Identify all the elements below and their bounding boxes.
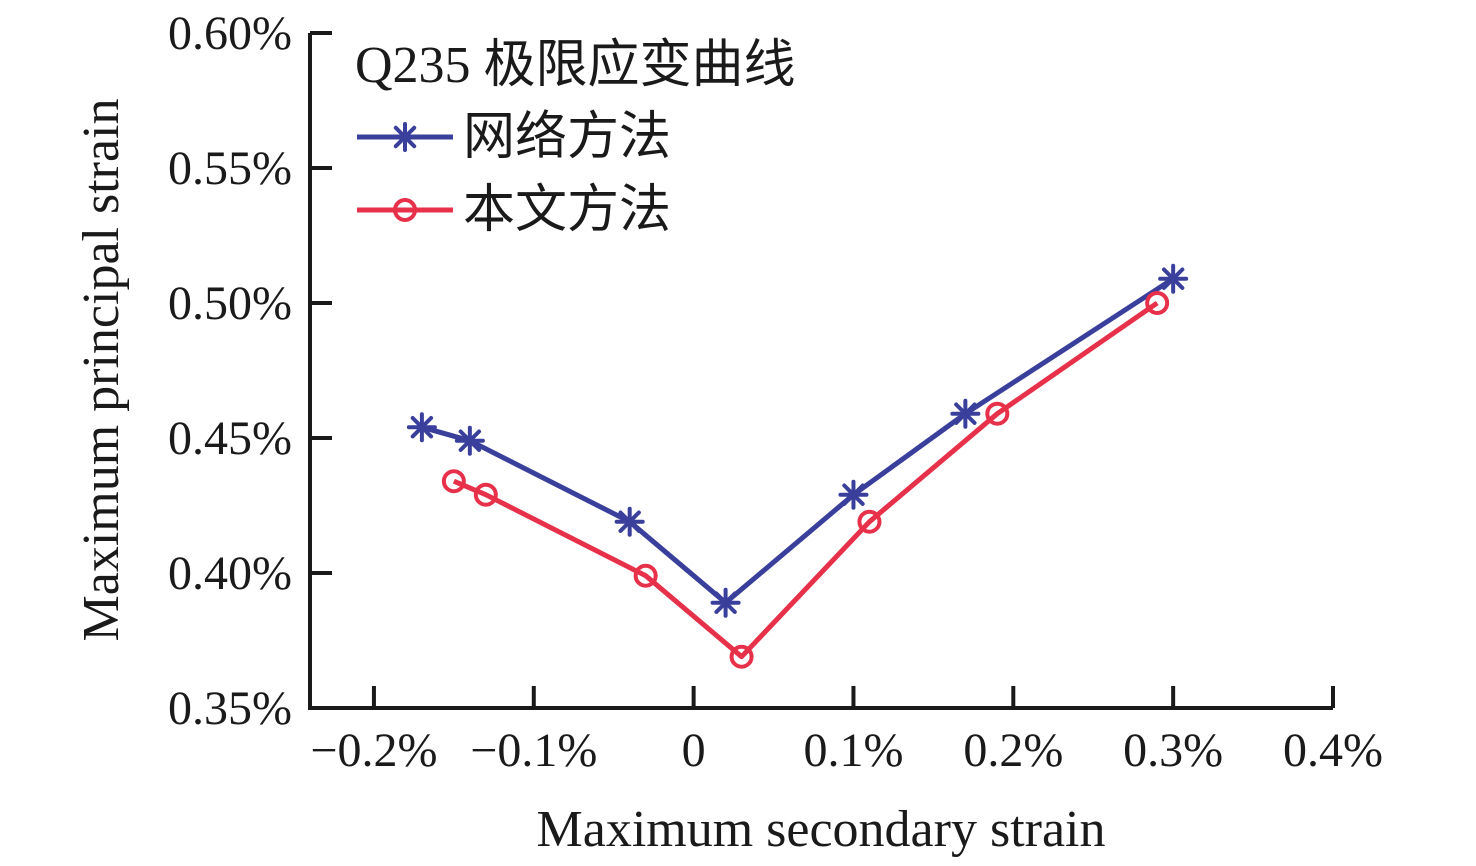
y-tick-label: 0.50% bbox=[168, 277, 292, 330]
axes: −0.2% −0.1% 0 0.1% 0.2% 0.3% 0.4% 0.35% 0.40% 0.4… bbox=[168, 7, 1383, 777]
open-circle-marker-icon bbox=[1145, 291, 1170, 315]
open-circle-marker-icon bbox=[393, 198, 417, 222]
x-tick-label: 0.3% bbox=[1123, 724, 1223, 777]
y-axis-label: Maximum principal strain bbox=[73, 98, 130, 641]
x-tick-label: 0.4% bbox=[1283, 724, 1383, 777]
open-circle-marker-icon bbox=[633, 563, 658, 588]
open-circle-marker-icon bbox=[729, 644, 754, 669]
open-circle-marker-icon bbox=[473, 482, 498, 507]
x-tick-label: 0.2% bbox=[963, 724, 1063, 777]
tick-labels-layer: −0.2% −0.1% 0 0.1% 0.2% 0.3% 0.4% 0.35% 0.40% 0.4… bbox=[168, 7, 1383, 777]
x-tick-label: 0 bbox=[682, 724, 706, 777]
y-tick-label: 0.40% bbox=[168, 547, 292, 600]
asterisk-marker-icon bbox=[406, 412, 437, 443]
asterisk-marker-icon bbox=[614, 506, 645, 537]
asterisk-marker-icon bbox=[710, 587, 741, 618]
y-tick-label: 0.45% bbox=[168, 412, 292, 465]
x-tick-label: 0.1% bbox=[803, 724, 903, 777]
legend-label-network-method: 网络方法 bbox=[463, 109, 671, 166]
open-circle-marker-icon bbox=[857, 509, 882, 534]
series-本文方法 bbox=[441, 291, 1170, 669]
series-line bbox=[421, 276, 1175, 606]
asterisk-marker-icon bbox=[950, 398, 981, 429]
y-tick-label: 0.35% bbox=[168, 682, 292, 735]
x-tick-label: −0.2% bbox=[310, 724, 437, 777]
asterisk-marker-icon bbox=[1158, 263, 1189, 294]
legend-title: Q235 极限应变曲线 bbox=[355, 37, 796, 94]
y-tick-label: 0.60% bbox=[168, 7, 292, 60]
y-tick-label: 0.55% bbox=[168, 142, 292, 195]
series-layer bbox=[406, 263, 1189, 669]
series-网络方法 bbox=[406, 263, 1189, 618]
legend: Q235 极限应变曲线 网络方法 本文方法 bbox=[355, 37, 796, 239]
legend-samples-layer bbox=[357, 122, 453, 222]
asterisk-marker-icon bbox=[838, 479, 869, 510]
ticks-layer bbox=[310, 31, 1335, 710]
open-circle-marker-icon bbox=[985, 401, 1010, 426]
x-axis-label: Maximum secondary strain bbox=[537, 801, 1106, 858]
legend-label-proposed-method: 本文方法 bbox=[463, 182, 671, 239]
series-line bbox=[452, 300, 1159, 660]
open-circle-marker-icon bbox=[441, 469, 466, 494]
asterisk-marker-icon bbox=[390, 122, 420, 152]
x-tick-label: −0.1% bbox=[470, 724, 597, 777]
asterisk-marker-icon bbox=[454, 425, 485, 456]
